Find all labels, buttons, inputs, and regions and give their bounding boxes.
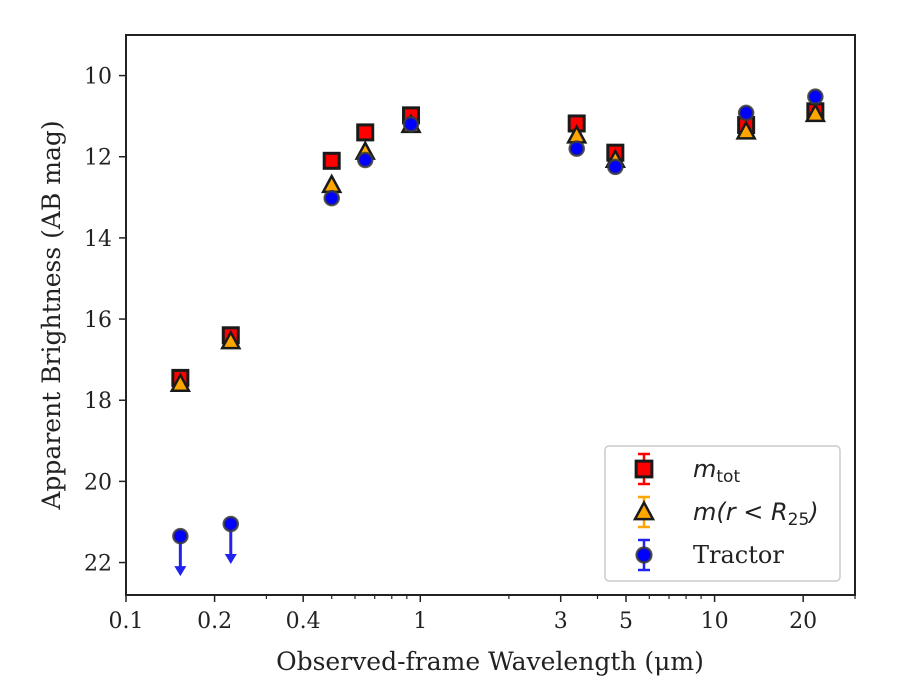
point-triangle (220, 329, 242, 350)
x-tick-label: 0.4 (286, 609, 321, 634)
point-triangle (169, 372, 192, 392)
series-circle (172, 88, 824, 577)
point-square (356, 123, 375, 142)
data-marks (169, 88, 827, 577)
legend-marker-circle (635, 546, 653, 564)
plot-frame (125, 34, 856, 596)
y-tick-label: 12 (84, 146, 112, 171)
y-axis-title: Apparent Brightness (AB mag) (37, 120, 66, 510)
x-tick-label: 3 (554, 609, 568, 634)
point-triangle (321, 173, 343, 194)
point-square (322, 151, 341, 170)
point-circle (807, 88, 824, 105)
point-circle (568, 140, 585, 157)
legend-box (604, 445, 841, 582)
x-tick-label: 0.2 (197, 609, 232, 634)
y-tick-label: 16 (84, 308, 112, 333)
point-circle (737, 104, 755, 122)
point-circle (172, 527, 189, 545)
legend-label: mtot (693, 455, 740, 487)
x-axis-title: Observed-frame Wavelength (μm) (276, 647, 704, 676)
legend-marker-square (634, 459, 654, 479)
legend: mtot m(r < R25) Tractor (604, 445, 841, 582)
y-tick-label: 22 (84, 552, 112, 577)
upper-limit-arrow-head (224, 553, 237, 564)
series-square (171, 102, 825, 387)
x-tick-label: 10 (701, 609, 729, 634)
point-circle (607, 158, 624, 176)
point-triangle (735, 119, 757, 140)
point-circle (323, 189, 340, 207)
point-triangle (804, 102, 827, 123)
y-tick-label: 14 (84, 227, 112, 252)
x-tick-label: 20 (789, 609, 817, 634)
point-circle (356, 151, 374, 169)
x-tick-label: 1 (413, 609, 427, 634)
upper-limit-arrow-head (174, 566, 187, 577)
series-triangle (169, 102, 827, 392)
legend-marker-triangle (632, 499, 656, 521)
legend-label: m(r < R25) (693, 498, 819, 530)
point-circle (402, 116, 420, 133)
point-circle (222, 515, 240, 533)
x-tick-label: 0.1 (109, 609, 144, 634)
legend-label: Tractor (693, 541, 784, 569)
x-tick-label: 5 (619, 609, 633, 634)
y-tick-label: 10 (84, 65, 112, 90)
y-tick-label: 20 (84, 470, 112, 495)
axes: 0.1 0.2 0.4 1 3 5 10 20 10 12 14 16 18 20 22 (84, 65, 856, 634)
y-tick-label: 18 (84, 389, 112, 414)
